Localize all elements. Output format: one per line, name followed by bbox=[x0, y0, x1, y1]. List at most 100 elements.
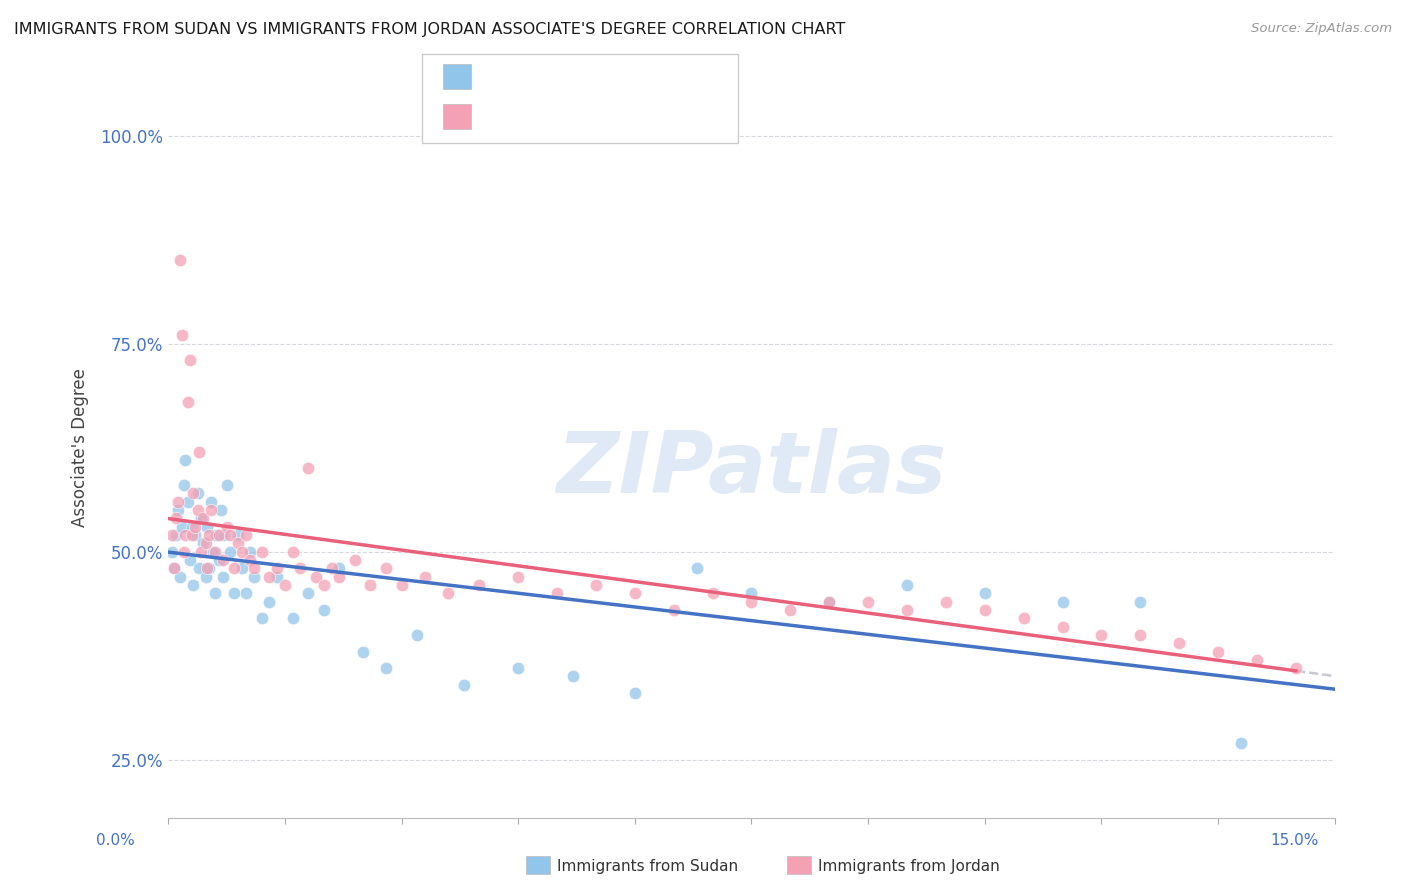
Text: IMMIGRANTS FROM SUDAN VS IMMIGRANTS FROM JORDAN ASSOCIATE'S DEGREE CORRELATION C: IMMIGRANTS FROM SUDAN VS IMMIGRANTS FROM… bbox=[14, 22, 845, 37]
Point bbox=[1129, 594, 1152, 608]
Point bbox=[204, 544, 226, 558]
Point bbox=[281, 544, 304, 558]
Point bbox=[250, 611, 273, 625]
Point bbox=[1285, 661, 1308, 675]
Point bbox=[856, 594, 879, 608]
Point bbox=[305, 569, 328, 583]
Point bbox=[165, 511, 187, 525]
Text: Immigrants from Jordan: Immigrants from Jordan bbox=[818, 859, 1000, 873]
Point bbox=[662, 603, 685, 617]
Point bbox=[312, 578, 335, 592]
Point bbox=[200, 503, 222, 517]
Point bbox=[160, 528, 183, 542]
Point bbox=[259, 594, 281, 608]
Text: N =: N = bbox=[576, 110, 623, 124]
Text: ZIPatlas: ZIPatlas bbox=[557, 428, 946, 511]
Text: 58: 58 bbox=[626, 70, 648, 85]
Point bbox=[437, 586, 460, 600]
Point bbox=[208, 528, 231, 542]
Point bbox=[197, 528, 219, 542]
Point bbox=[343, 553, 366, 567]
Point bbox=[180, 528, 202, 542]
Point bbox=[312, 603, 335, 617]
Point bbox=[219, 528, 242, 542]
Point bbox=[173, 478, 195, 492]
Point bbox=[935, 594, 957, 608]
Point bbox=[224, 561, 246, 575]
Point bbox=[242, 561, 264, 575]
Text: Source: ZipAtlas.com: Source: ZipAtlas.com bbox=[1251, 22, 1392, 36]
Point bbox=[165, 528, 187, 542]
Text: R =: R = bbox=[479, 110, 515, 124]
Point bbox=[352, 644, 374, 658]
Point bbox=[328, 569, 350, 583]
Text: 0.0%: 0.0% bbox=[96, 833, 135, 847]
Point bbox=[779, 603, 801, 617]
Point bbox=[219, 544, 242, 558]
Point bbox=[250, 544, 273, 558]
Point bbox=[1012, 611, 1035, 625]
Point bbox=[321, 561, 343, 575]
Point bbox=[235, 586, 257, 600]
Point bbox=[211, 569, 233, 583]
Text: 71: 71 bbox=[626, 110, 648, 124]
Point bbox=[169, 569, 191, 583]
Point bbox=[259, 569, 281, 583]
Point bbox=[973, 603, 995, 617]
Point bbox=[163, 561, 186, 575]
Point bbox=[184, 519, 207, 533]
Point bbox=[1090, 628, 1112, 642]
Point bbox=[176, 495, 198, 509]
Point bbox=[624, 686, 647, 700]
Point bbox=[235, 528, 257, 542]
Point bbox=[297, 586, 319, 600]
Point bbox=[896, 578, 918, 592]
Point bbox=[209, 503, 232, 517]
Point bbox=[174, 453, 197, 467]
Point bbox=[215, 478, 238, 492]
Point bbox=[328, 561, 350, 575]
Point bbox=[375, 661, 398, 675]
Point bbox=[818, 594, 841, 608]
Point bbox=[624, 586, 647, 600]
Point bbox=[212, 528, 235, 542]
Point bbox=[1206, 644, 1229, 658]
Point bbox=[193, 511, 215, 525]
Point bbox=[215, 519, 238, 533]
Point bbox=[1129, 628, 1152, 642]
Point bbox=[172, 328, 194, 343]
Point bbox=[561, 669, 583, 683]
Point bbox=[195, 561, 218, 575]
Point bbox=[188, 445, 211, 459]
Point bbox=[818, 594, 841, 608]
Point bbox=[211, 553, 233, 567]
Point bbox=[224, 586, 246, 600]
Text: R =: R = bbox=[479, 70, 515, 85]
Point bbox=[274, 578, 297, 592]
Text: -0.179: -0.179 bbox=[513, 110, 571, 124]
Point bbox=[169, 253, 191, 268]
Point bbox=[180, 519, 202, 533]
Point bbox=[239, 544, 262, 558]
Point bbox=[181, 578, 204, 592]
Point bbox=[208, 553, 231, 567]
Point bbox=[702, 586, 724, 600]
Text: 15.0%: 15.0% bbox=[1271, 833, 1319, 847]
Point bbox=[173, 544, 195, 558]
Point bbox=[508, 569, 530, 583]
Point bbox=[740, 594, 762, 608]
Point bbox=[1230, 736, 1253, 750]
Point bbox=[188, 561, 211, 575]
Point bbox=[194, 569, 217, 583]
Point bbox=[896, 603, 918, 617]
Point bbox=[297, 461, 319, 475]
Point bbox=[179, 353, 201, 368]
Point bbox=[266, 569, 288, 583]
Point bbox=[508, 661, 530, 675]
Text: -0.235: -0.235 bbox=[513, 70, 571, 85]
Point bbox=[391, 578, 413, 592]
Point bbox=[197, 561, 219, 575]
Point bbox=[546, 586, 568, 600]
Point bbox=[181, 486, 204, 500]
Point bbox=[166, 503, 188, 517]
